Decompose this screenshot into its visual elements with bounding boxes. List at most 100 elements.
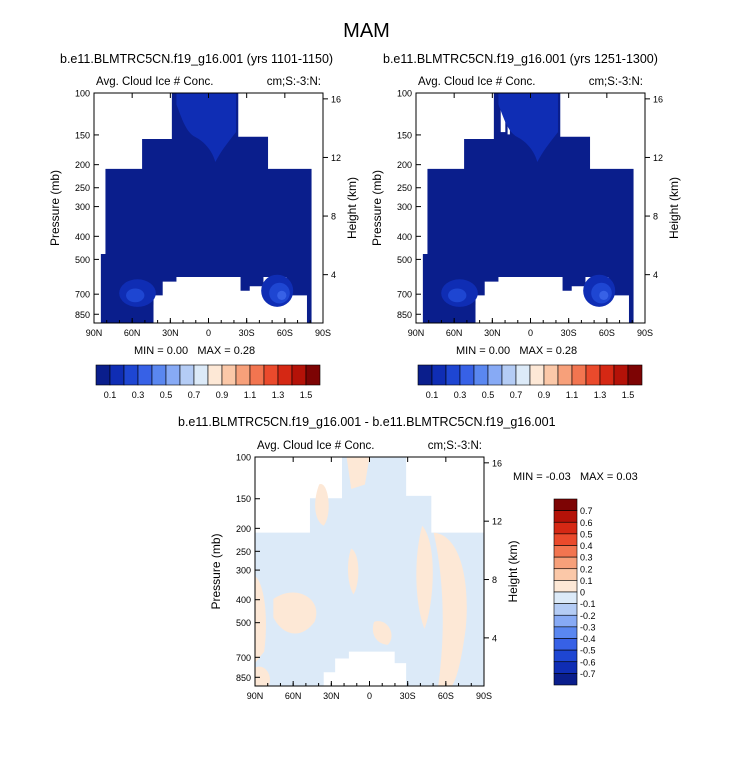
colorbar-1-swatch [235,364,251,386]
colorbar-3-label: 0.2 [580,564,593,574]
panel-2-htick-label: 4 [653,270,658,280]
panel-1-ytick-label: 400 [75,232,90,242]
panel-3-max-label: MAX = [579,471,614,483]
panel-1-ytick-label: 100 [75,89,90,99]
figure-title: MAM [343,20,390,42]
colorbar-1-swatch [179,364,195,386]
colorbar-1-label: 0.9 [216,390,229,400]
panel-1-xtick-label: 30N [162,328,179,338]
panel-1-ytick-label: 300 [75,202,90,212]
colorbar-3-label: 0 [580,588,585,598]
colorbar-1-swatch [137,364,153,386]
panel-1-xtick-label: 60S [277,328,293,338]
panel-2-title: b.e11.BLMTRC5CN.f19_g16.001 (yrs 1251-13… [383,52,658,66]
panel-1-max-label: MAX = [197,345,231,357]
panel-3-minmax: MIN = -0.03 MAX = 0.03 [513,471,638,483]
colorbar-2-swatch [501,364,517,386]
colorbar-3-swatch [553,661,578,674]
panel-1-htick-label: 4 [331,270,336,280]
colorbar-1-swatch [277,364,293,386]
colorbar-3-swatch [553,614,578,628]
panel-1-field [100,93,312,323]
colorbar-2-swatch [585,364,601,386]
panel-2-xtick-label: 30S [561,328,577,338]
colorbar-3-swatch [553,568,578,581]
panel-3-right-string: cm;S:-3:N: [428,440,482,452]
panel-2-right-string: cm;S:-3:N: [589,76,643,88]
colorbar-3-swatch [553,580,578,593]
panel-3-ytick-label: 250 [236,547,251,557]
panel-3-xtick-label: 30N [323,691,340,701]
colorbar-3-swatch [553,498,578,511]
colorbar-3-swatch [553,521,578,535]
colorbar-2-swatch [613,364,629,386]
panel-3-left-string: Avg. Cloud Ice # Conc. [257,440,374,452]
panel-3-xtick-label: 0 [367,691,372,701]
panel-2-htick-label: 8 [653,212,658,222]
panel-2-xtick-label: 90N [408,328,425,338]
colorbar-3-label: 0.1 [580,576,593,586]
colorbar-1-label: 0.1 [104,390,117,400]
panel-1-htick-label: 8 [331,212,336,222]
colorbar-2-label: 1.1 [566,390,579,400]
colorbar-2-swatch [445,364,461,386]
panel-2-xtick-label: 30N [484,328,501,338]
panel-2-min-value: 0.00 [488,345,511,357]
colorbar-1-label: 1.1 [244,390,257,400]
colorbar-1-swatch [291,364,307,386]
panel-2-ytick-label: 400 [397,232,412,242]
colorbar-2-swatch [515,364,531,386]
panel-1-ytick-label: 200 [75,160,90,170]
colorbar-2-label: 1.3 [594,390,607,400]
colorbar-3-label: -0.4 [580,634,596,644]
panel-2-ytick-label: 300 [397,202,412,212]
panel-3-xtick-label: 90N [247,691,264,701]
panel-3-ytick-label: 700 [236,653,251,663]
colorbar-3-label: -0.2 [580,611,596,621]
colorbar-1-label: 0.7 [188,390,201,400]
panel-2-ytick-label: 250 [397,183,412,193]
colorbar-1-swatch [207,364,223,386]
colorbar-3-swatch [553,556,578,570]
colorbar-3-label: 0.5 [580,529,593,539]
panel-2-htick-label: 16 [653,94,663,104]
panel-1-minmax: MIN = 0.00 MAX = 0.28 [134,345,255,357]
colorbar-1-swatch [193,364,209,386]
panel-3-positive-patch [416,525,433,629]
colorbar-1-swatch [95,364,111,386]
panel-2-left-string: Avg. Cloud Ice # Conc. [418,76,535,88]
panel-2-min-label: MIN = [456,345,486,357]
panel-2-ytick-label: 150 [397,130,412,140]
panel-1-htick-label: 16 [331,94,341,104]
colorbar-1-swatch [165,364,181,386]
panel-2-lobe-south-core [599,290,609,300]
colorbar-2-label: 0.5 [482,390,495,400]
panel-1-ylabel-right: Height (km) [345,177,359,239]
colorbar-3-label: -0.7 [580,669,596,679]
colorbar-2-swatch [599,364,615,386]
colorbar-3-swatch [553,545,578,558]
panel-2-plume [498,93,558,162]
colorbar-3-label: 0.6 [580,518,593,528]
colorbar-3-swatch [553,603,578,616]
panel-3-title: b.e11.BLMTRC5CN.f19_g16.001 - b.e11.BLMT… [178,415,556,429]
colorbar-1-swatch [221,364,237,386]
panel-3-htick-label: 4 [492,633,497,643]
colorbar-2-swatch [571,364,587,386]
panel-2-ytick-label: 100 [397,89,412,99]
colorbar-3-swatch [553,591,578,604]
colorbar-1-label: 1.3 [272,390,285,400]
panel-3-ytick-label: 200 [236,524,251,534]
panel-2-missing [475,281,568,323]
panel-3-ytick-label: 100 [236,453,251,463]
colorbar-2-swatch [431,364,447,386]
colorbar-3-label: -0.1 [580,599,596,609]
colorbar-3-label: -0.5 [580,646,596,656]
colorbar-2-swatch [529,364,545,386]
colorbar-2-label: 0.7 [510,390,523,400]
panel-2-max-value: 0.28 [555,345,578,357]
panel-1-ylabel: Pressure (mb) [48,170,62,246]
panel-2-ytick-label: 850 [397,310,412,320]
panel-3-ytick-label: 150 [236,494,251,504]
